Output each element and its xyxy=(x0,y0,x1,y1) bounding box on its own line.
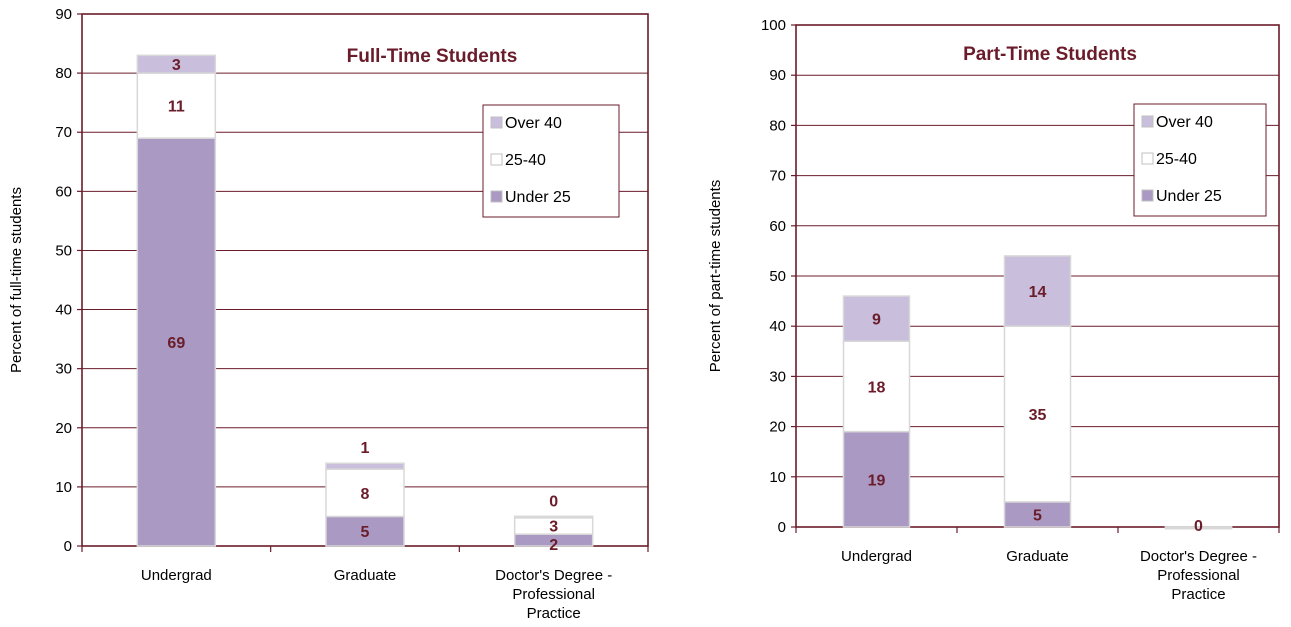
ft-category-label: Doctor's Degree - xyxy=(495,567,612,584)
pt-ytick-label: 0 xyxy=(778,519,786,536)
pt-bar-25-40 xyxy=(842,340,911,433)
pt-data-label: 18 xyxy=(868,379,886,396)
pt-legend-entry: Under 25 xyxy=(1156,188,1222,205)
pt-ytick-label: 60 xyxy=(769,218,786,235)
pt-legend-entry: 25-40 xyxy=(1156,151,1197,168)
ft-legend-entry: 25-40 xyxy=(505,152,546,169)
ft-data-label: 0 xyxy=(549,493,558,510)
ft-ytick-label: 80 xyxy=(55,65,72,82)
ft-data-label: 11 xyxy=(168,99,185,116)
pt-data-label: 5 xyxy=(1033,507,1042,524)
ft-data-label: 1 xyxy=(361,440,370,457)
pt-legend-swatch xyxy=(1141,189,1154,202)
pt-data-label: 14 xyxy=(1029,284,1047,301)
ft-bar-over-40 xyxy=(325,462,405,470)
pt-bar-25-40 xyxy=(1003,325,1072,503)
pt-ytick-label: 10 xyxy=(769,469,786,486)
pt-category-label: Graduate xyxy=(1006,548,1069,565)
ft-bar-under-25 xyxy=(136,137,217,547)
ft-data-label: 5 xyxy=(361,524,370,541)
ft-legend-entry: Over 40 xyxy=(505,115,562,132)
pt-legend-swatch xyxy=(1141,152,1154,165)
ft-ytick-label: 60 xyxy=(55,183,72,200)
ft-bar-over-40 xyxy=(513,515,594,519)
pt-ytick-label: 40 xyxy=(769,318,786,335)
pt-category-label: Undergrad xyxy=(841,548,912,565)
pt-data-label: 0 xyxy=(1194,518,1203,535)
pt-bar-over-40 xyxy=(1003,255,1072,327)
pt-ytick-label: 20 xyxy=(769,419,786,436)
pt-ytick-label: 80 xyxy=(769,117,786,134)
pt-category-label: Practice xyxy=(1171,586,1225,603)
ft-legend-swatch xyxy=(490,153,503,166)
pt-category-label: Doctor's Degree - xyxy=(1140,548,1257,565)
pt-legend-box xyxy=(1133,103,1267,217)
ft-ytick-label: 30 xyxy=(55,361,72,378)
pt-category-label: Professional xyxy=(1157,567,1240,584)
ft-category-label: Professional xyxy=(512,586,595,603)
pt-data-label: 35 xyxy=(1029,407,1047,424)
ft-y-axis-label: Percent of full-time students xyxy=(8,187,25,373)
ft-ytick-label: 50 xyxy=(55,242,72,259)
ft-legend-swatch xyxy=(490,190,503,203)
ft-category-label: Graduate xyxy=(334,567,397,584)
pt-bar-over-40 xyxy=(842,295,911,343)
ft-ytick-label: 0 xyxy=(64,538,72,555)
pt-y-axis-label: Percent of part-time students xyxy=(707,180,724,373)
ft-category-label: Practice xyxy=(527,605,581,622)
ft-data-label: 3 xyxy=(549,518,558,535)
pt-bar-under-25 xyxy=(1003,501,1072,528)
ft-data-label: 69 xyxy=(167,335,185,352)
ft-legend-swatch xyxy=(490,116,503,129)
ft-ytick-label: 20 xyxy=(55,420,72,437)
ft-bar-over-40 xyxy=(136,54,217,74)
pt-data-label: 19 xyxy=(868,472,886,489)
ft-data-label: 2 xyxy=(549,537,558,554)
pt-data-label: 9 xyxy=(872,312,881,329)
pt-ytick-label: 30 xyxy=(769,368,786,385)
pt-chart-title: Part-Time Students xyxy=(963,44,1137,65)
pt-ytick-label: 100 xyxy=(761,17,786,34)
pt-ytick-label: 70 xyxy=(769,168,786,185)
ft-legend-box xyxy=(482,104,620,218)
pt-ytick-label: 90 xyxy=(769,67,786,84)
ft-ytick-label: 10 xyxy=(55,479,72,496)
ft-chart-title: Full-Time Students xyxy=(347,46,518,67)
pt-legend-entry: Over 40 xyxy=(1156,114,1213,131)
ft-bar-25-40 xyxy=(136,72,217,139)
ft-ytick-label: 40 xyxy=(55,302,72,319)
ft-ytick-label: 90 xyxy=(55,6,72,23)
pt-ytick-label: 50 xyxy=(769,268,786,285)
pt-bar-over-40 xyxy=(1164,526,1233,530)
ft-bar-25-40 xyxy=(325,468,405,518)
ft-legend-entry: Under 25 xyxy=(505,189,571,206)
pt-legend-swatch xyxy=(1141,115,1154,128)
ft-ytick-label: 70 xyxy=(55,124,72,141)
ft-category-label: Undergrad xyxy=(141,567,212,584)
ft-data-label: 3 xyxy=(172,57,181,74)
ft-data-label: 8 xyxy=(361,486,370,503)
